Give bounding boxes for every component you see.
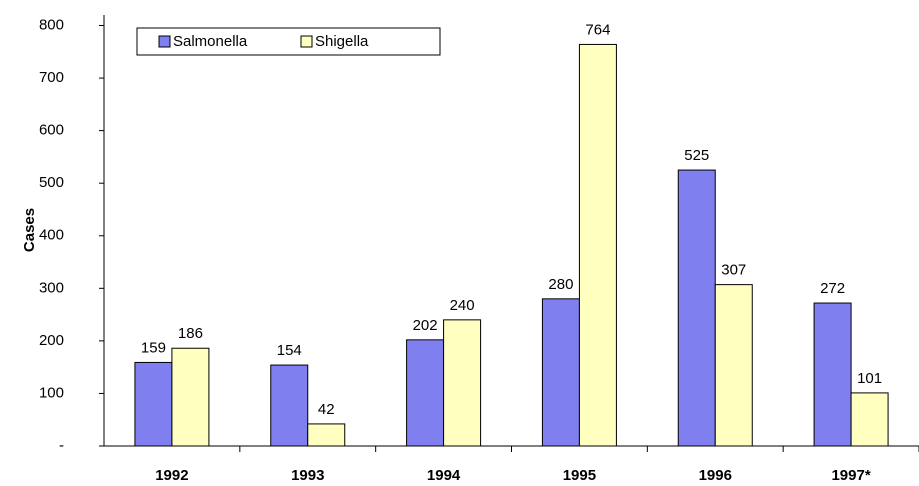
bar	[134, 361, 173, 447]
data-label: 186	[178, 325, 203, 342]
data-label: 525	[684, 147, 709, 164]
legend-box	[136, 27, 441, 56]
bar	[541, 298, 580, 447]
y-tick-label: 300	[39, 279, 64, 296]
data-label: 307	[721, 262, 746, 279]
y-tick-label: 100	[39, 384, 64, 401]
x-tick-label: 1996	[699, 467, 732, 484]
bar	[443, 319, 482, 447]
data-label: 101	[857, 370, 882, 387]
y-tick-label: 400	[39, 227, 64, 244]
legend-swatch	[300, 35, 313, 48]
bar	[270, 364, 309, 447]
bar	[578, 43, 617, 447]
x-tick-label: 1992	[155, 467, 188, 484]
bar	[714, 284, 753, 447]
x-tick-label: 1994	[427, 467, 461, 484]
bar	[307, 423, 346, 447]
x-tick-label: 1995	[563, 467, 596, 484]
data-label: 272	[820, 280, 845, 297]
y-tick-label: 700	[39, 69, 64, 86]
legend-label: Shigella	[315, 33, 369, 50]
data-label: 159	[141, 339, 166, 356]
y-tick-label: 800	[39, 16, 64, 33]
data-label: 280	[548, 276, 573, 293]
y-tick-label: 200	[39, 332, 64, 349]
bar	[677, 169, 716, 447]
data-label: 42	[318, 401, 335, 418]
y-tick-label: 500	[39, 174, 64, 191]
x-tick-label: 1997*	[831, 467, 870, 484]
bar	[850, 392, 889, 447]
legend-label: Salmonella	[173, 33, 248, 50]
x-tick-label: 1993	[291, 467, 324, 484]
data-label: 154	[277, 342, 302, 359]
bar	[171, 347, 210, 447]
y-axis-label: Cases	[21, 208, 38, 252]
data-label: 240	[450, 297, 475, 314]
data-label: 202	[413, 317, 438, 334]
data-label: 764	[585, 21, 610, 38]
y-tick-label: -	[59, 437, 64, 454]
bar	[406, 339, 445, 447]
legend-swatch	[158, 35, 171, 48]
bar	[813, 302, 852, 447]
y-tick-label: 600	[39, 122, 64, 139]
